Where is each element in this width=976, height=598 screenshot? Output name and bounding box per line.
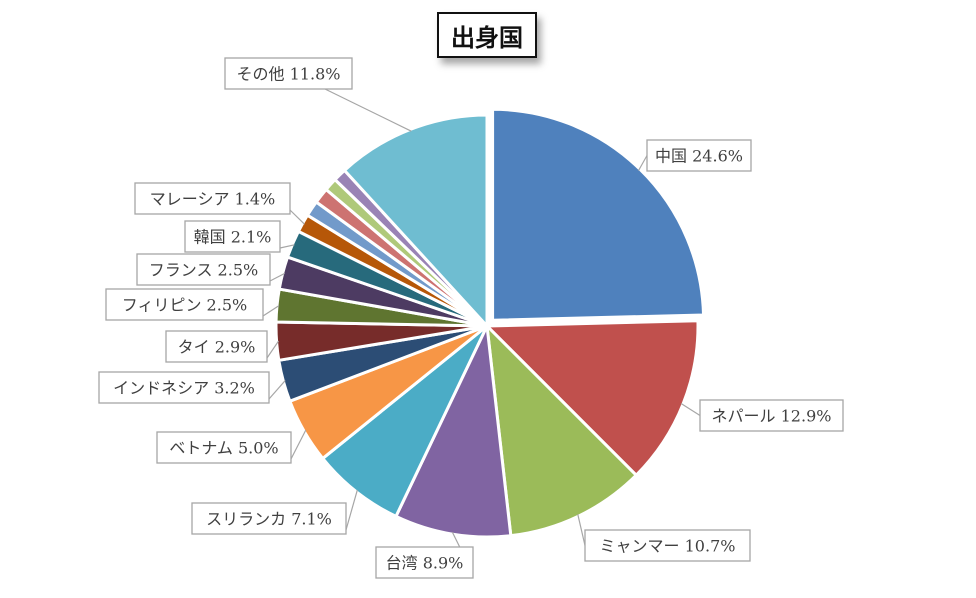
data-label-text: 台湾 8.9% xyxy=(386,554,464,573)
data-label: フィリピン 2.5% xyxy=(105,288,264,321)
data-label-text: ベトナム 5.0% xyxy=(169,439,278,458)
data-label-box xyxy=(191,502,347,535)
data-label-text: フランス 2.5% xyxy=(149,261,258,280)
data-label: 韓国 2.1% xyxy=(184,220,281,253)
data-label: ベトナム 5.0% xyxy=(156,431,292,464)
data-label-text: 中国 24.6% xyxy=(655,147,743,166)
data-label-text: マレーシア 1.4% xyxy=(150,190,275,209)
pie-slice-3 xyxy=(394,324,513,539)
data-label: インドネシア 3.2% xyxy=(98,371,270,404)
leader-line xyxy=(577,514,586,546)
leader-line xyxy=(345,489,358,531)
data-label: その他 11.8% xyxy=(224,57,353,90)
data-label: スリランカ 7.1% xyxy=(191,502,347,535)
data-label-text: インドネシア 3.2% xyxy=(113,379,255,398)
data-label-text: ネパール 12.9% xyxy=(712,407,832,426)
data-label: マレーシア 1.4% xyxy=(134,182,291,215)
data-label: ネパール 12.9% xyxy=(699,399,844,432)
pie-slices xyxy=(274,107,706,539)
data-label-box xyxy=(224,57,353,90)
data-label-box xyxy=(156,431,292,464)
data-label: タイ 2.9% xyxy=(165,330,268,363)
data-label-box xyxy=(646,139,752,172)
data-label-box xyxy=(98,371,270,404)
data-label-text: スリランカ 7.1% xyxy=(206,510,332,529)
chart-title: 出身国 xyxy=(437,12,537,58)
leader-line xyxy=(266,340,280,359)
data-label-callouts: 中国 24.6% ネパール 12.9% ミャンマー 10.7% 台湾 8.9% スリラン… xyxy=(98,57,844,579)
data-label-box xyxy=(165,330,268,363)
leader-line xyxy=(279,244,295,249)
data-label: 台湾 8.9% xyxy=(375,546,474,579)
leader-line xyxy=(324,88,412,132)
data-label-text: フィリピン 2.5% xyxy=(122,296,247,315)
leader-line xyxy=(268,380,286,400)
data-label-text: 韓国 2.1% xyxy=(194,228,272,247)
data-label: フランス 2.5% xyxy=(136,253,271,286)
data-label-box xyxy=(105,288,264,321)
data-label-box xyxy=(134,182,291,215)
leader-line xyxy=(637,155,648,171)
data-label-box xyxy=(184,220,281,253)
data-label-text: タイ 2.9% xyxy=(178,338,256,357)
leader-line xyxy=(289,209,305,225)
data-label: ミャンマー 10.7% xyxy=(584,529,751,562)
data-label-box xyxy=(699,399,844,432)
pie-slice-16 xyxy=(343,113,489,328)
leader-line xyxy=(262,305,280,317)
data-label-box xyxy=(136,253,271,286)
leader-line xyxy=(269,272,286,282)
data-label: 中国 24.6% xyxy=(646,139,752,172)
data-label-box xyxy=(375,546,474,579)
leader-line xyxy=(680,403,701,417)
data-label-box xyxy=(584,529,751,562)
leader-line xyxy=(290,429,307,460)
data-label-text: ミャンマー 10.7% xyxy=(600,537,736,556)
data-label-text: その他 11.8% xyxy=(237,65,341,84)
